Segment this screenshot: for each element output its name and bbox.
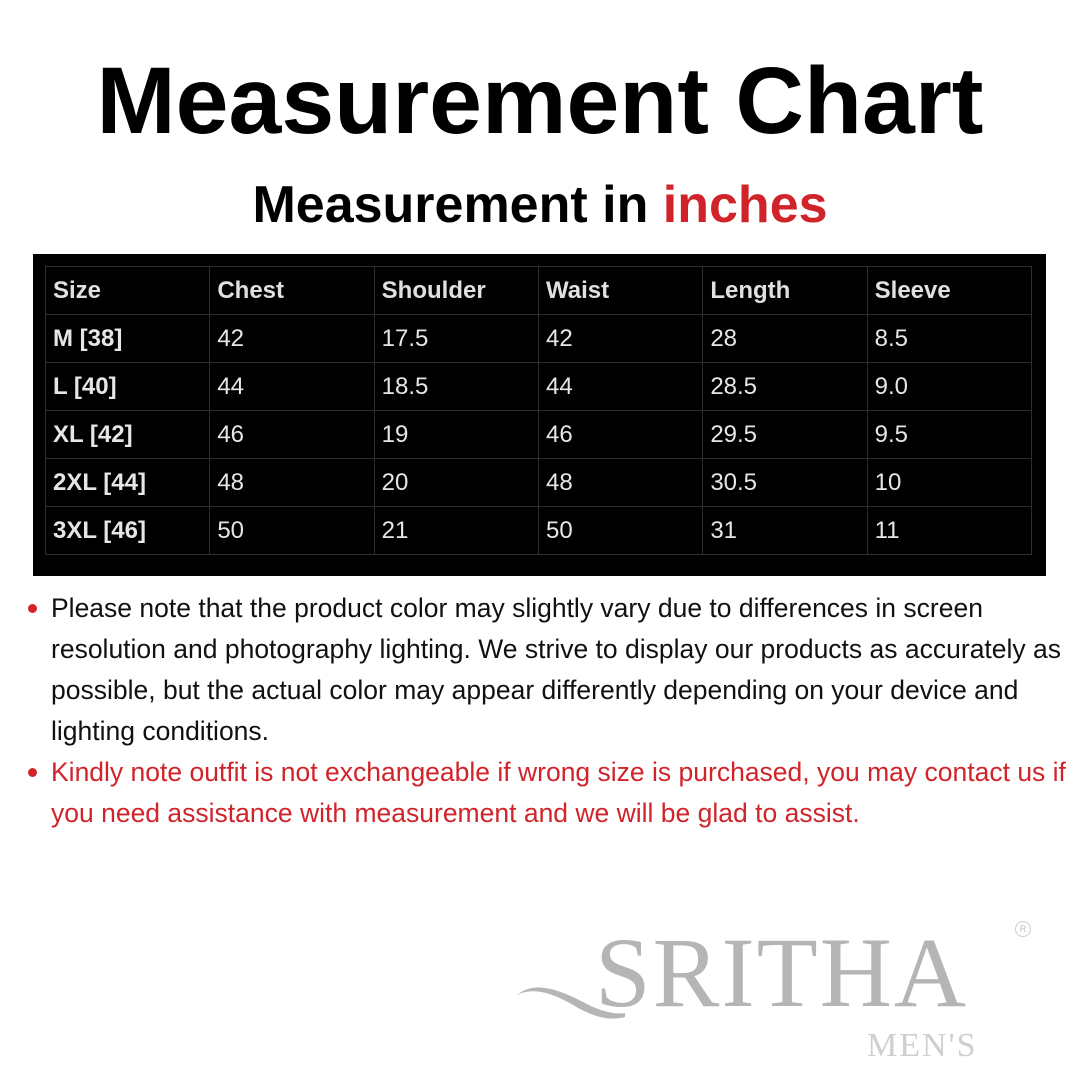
table-row: 2XL [44] 48 20 48 30.5 10 (44, 458, 1033, 507)
measurement-table: Size Chest Shoulder Waist Length Sleeve M [38… (44, 266, 1033, 555)
column-header-sleeve: Sleeve (866, 266, 1033, 315)
cell-sleeve: 9.0 (866, 362, 1033, 411)
cell-sleeve: 11 (866, 506, 1033, 555)
logo-subtitle: MEN'S (867, 1027, 978, 1064)
size-cell: M [38] (44, 314, 211, 363)
size-cell: XL [42] (44, 410, 211, 459)
table-row: L [40] 44 18.5 44 28.5 9.0 (44, 362, 1033, 411)
cell-waist: 48 (537, 458, 704, 507)
cell-length: 31 (702, 506, 868, 555)
cell-chest: 44 (209, 362, 375, 411)
notes-list: Please note that the product color may s… (28, 588, 1073, 834)
cell-waist: 50 (537, 506, 704, 555)
logo-wordmark: SRITHA (595, 917, 969, 1028)
measurement-table-panel: Size Chest Shoulder Waist Length Sleeve M [38… (33, 254, 1046, 576)
cell-sleeve: 10 (866, 458, 1033, 507)
page-subtitle: Measurement in inches (0, 172, 1080, 238)
cell-chest: 48 (209, 458, 375, 507)
size-cell: L [40] (44, 362, 211, 411)
column-header-size: Size (44, 266, 211, 315)
cell-shoulder: 17.5 (373, 314, 539, 363)
cell-length: 30.5 (702, 458, 868, 507)
column-header-chest: Chest (209, 266, 375, 315)
size-cell: 2XL [44] (44, 458, 211, 507)
cell-shoulder: 18.5 (373, 362, 539, 411)
subtitle-unit: inches (662, 176, 828, 234)
cell-waist: 46 (537, 410, 704, 459)
cell-length: 28.5 (702, 362, 868, 411)
page-title: Measurement Chart (96, 48, 984, 154)
cell-chest: 46 (209, 410, 375, 459)
note-no-exchange: Kindly note outfit is not exchangeable i… (28, 752, 1073, 834)
cell-chest: 42 (209, 314, 375, 363)
brand-logo: SRITHA R MEN'S (515, 917, 1055, 1075)
size-cell: 3XL [46] (44, 506, 211, 555)
cell-length: 29.5 (702, 410, 868, 459)
cell-shoulder: 20 (373, 458, 539, 507)
cell-shoulder: 19 (373, 410, 539, 459)
cell-shoulder: 21 (373, 506, 539, 555)
table-row: 3XL [46] 50 21 50 31 11 (44, 506, 1033, 555)
table-row: XL [42] 46 19 46 29.5 9.5 (44, 410, 1033, 459)
registered-mark-icon: R (1015, 921, 1031, 937)
column-header-waist: Waist (537, 266, 704, 315)
cell-chest: 50 (209, 506, 375, 555)
cell-sleeve: 9.5 (866, 410, 1033, 459)
column-header-shoulder: Shoulder (373, 266, 539, 315)
table-header-row: Size Chest Shoulder Waist Length Sleeve (44, 266, 1033, 315)
cell-length: 28 (702, 314, 868, 363)
cell-waist: 42 (537, 314, 704, 363)
note-color-variation: Please note that the product color may s… (28, 588, 1073, 752)
table-row: M [38] 42 17.5 42 28 8.5 (44, 314, 1033, 363)
logo-swash-icon (517, 987, 625, 1019)
column-header-length: Length (702, 266, 868, 315)
cell-sleeve: 8.5 (866, 314, 1033, 363)
cell-waist: 44 (537, 362, 704, 411)
subtitle-prefix: Measurement in (252, 176, 663, 234)
